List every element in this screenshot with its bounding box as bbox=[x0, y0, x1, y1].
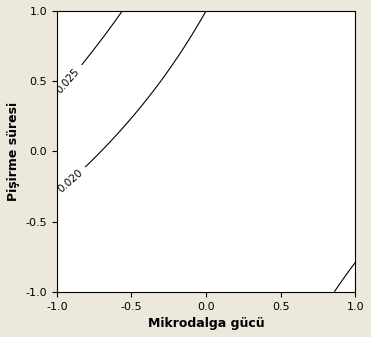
X-axis label: Mikrodalga gücü: Mikrodalga gücü bbox=[148, 317, 265, 330]
Text: 0.020: 0.020 bbox=[56, 168, 84, 195]
Text: 0.025: 0.025 bbox=[55, 67, 82, 96]
Y-axis label: Pişirme süresi: Pişirme süresi bbox=[7, 102, 20, 201]
